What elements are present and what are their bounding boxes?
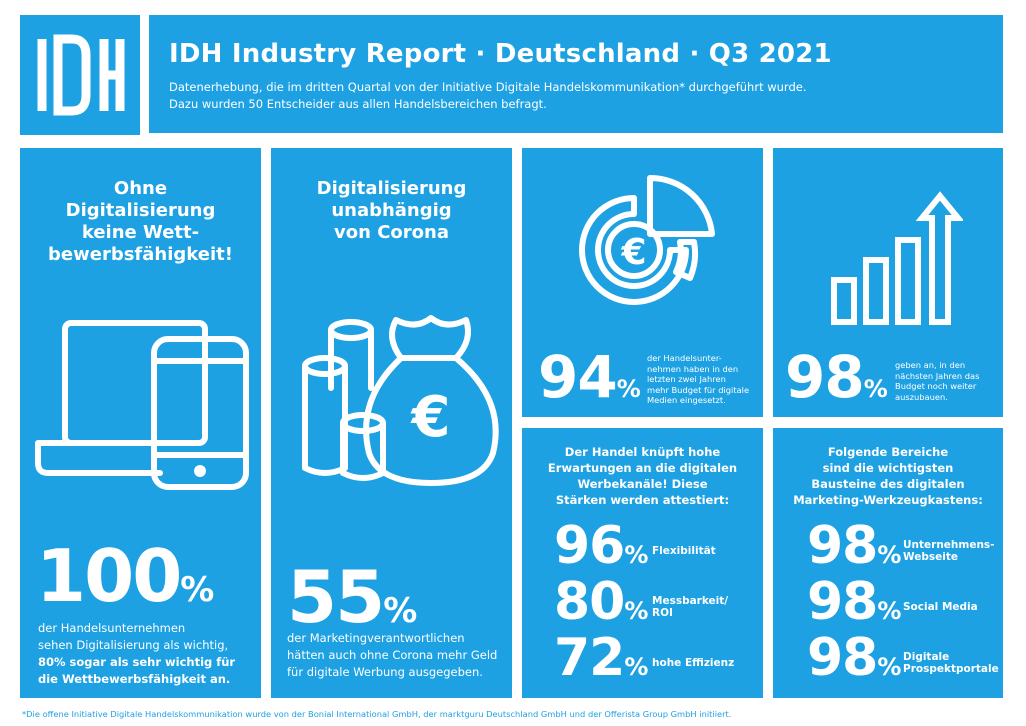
footnote: *Die offene Initiative Digitale Handelsk…	[22, 709, 732, 719]
strength-row: 80% Messbarkeit/ROI	[554, 572, 729, 632]
laptop-phone-icon	[35, 320, 249, 490]
panel-5-title: Der Handel knüpft hohe Erwartungen an di…	[547, 445, 738, 507]
money-bag-coins-icon: €	[302, 315, 499, 486]
report-header: IDH Industry Report · Deutschland · Q3 2…	[149, 15, 1003, 133]
panel-6-title: Folgende Bereiche sind die wichtigsten B…	[793, 445, 983, 507]
strength-row: 96% Flexibilität	[554, 516, 716, 576]
panel-digitalization: Ohne Digitalisierung keine Wett- bewerbs…	[20, 148, 261, 698]
panel-budget-future: 98% geben an, in den nächsten Jahren das…	[773, 148, 1003, 417]
panel-4-value: 98%	[785, 343, 888, 411]
panel-2-description: der Marketingverantwortlichen hätten auc…	[287, 631, 498, 679]
toolkit-row: 98% Social Media	[807, 572, 978, 632]
panel-budget-past: € 94% der Handelsunter- nehmen haben in …	[522, 148, 763, 417]
strength-row: 72% hohe Effizienz	[554, 628, 735, 688]
panel-4-description: geben an, in den nächsten Jahren das Bud…	[895, 360, 980, 402]
panel-strengths: Der Handel knüpft hohe Erwartungen an di…	[522, 428, 763, 698]
svg-text:€: €	[410, 385, 451, 450]
panel-1-title: Ohne Digitalisierung keine Wett- bewerbs…	[48, 178, 233, 265]
panel-2-title: Digitalisierung unabhängig von Corona	[316, 178, 467, 243]
toolkit-row: 98% Digitale Prospektportale	[807, 628, 999, 688]
report-title: IDH Industry Report · Deutschland · Q3 2…	[169, 39, 832, 69]
euro-pie-chart-icon: €	[579, 174, 715, 305]
report-subtitle: Datenerhebung, die im dritten Quartal vo…	[169, 79, 1003, 113]
panel-1-value: 100%	[36, 534, 215, 618]
panel-3-description: der Handelsunter- nehmen haben in den le…	[647, 353, 750, 405]
panel-1-description: der Handelsunternehmen sehen Digitalisie…	[38, 621, 236, 686]
svg-text:€: €	[620, 232, 646, 273]
idh-logo-icon	[37, 34, 125, 116]
bar-chart-arrow-icon	[831, 191, 963, 325]
subtitle-line-1: Datenerhebung, die im dritten Quartal vo…	[169, 80, 807, 94]
panel-toolkit: Folgende Bereiche sind die wichtigsten B…	[773, 428, 1003, 698]
panel-3-value: 94%	[538, 343, 641, 411]
logo	[20, 15, 140, 135]
subtitle-line-2: Dazu wurden 50 Entscheider aus allen Han…	[169, 97, 547, 111]
panel-corona: Digitalisierung unabhängig von Corona € …	[271, 148, 512, 698]
panel-2-value: 55%	[287, 555, 418, 639]
toolkit-row: 98% Unternehmens- Webseite	[807, 516, 995, 576]
